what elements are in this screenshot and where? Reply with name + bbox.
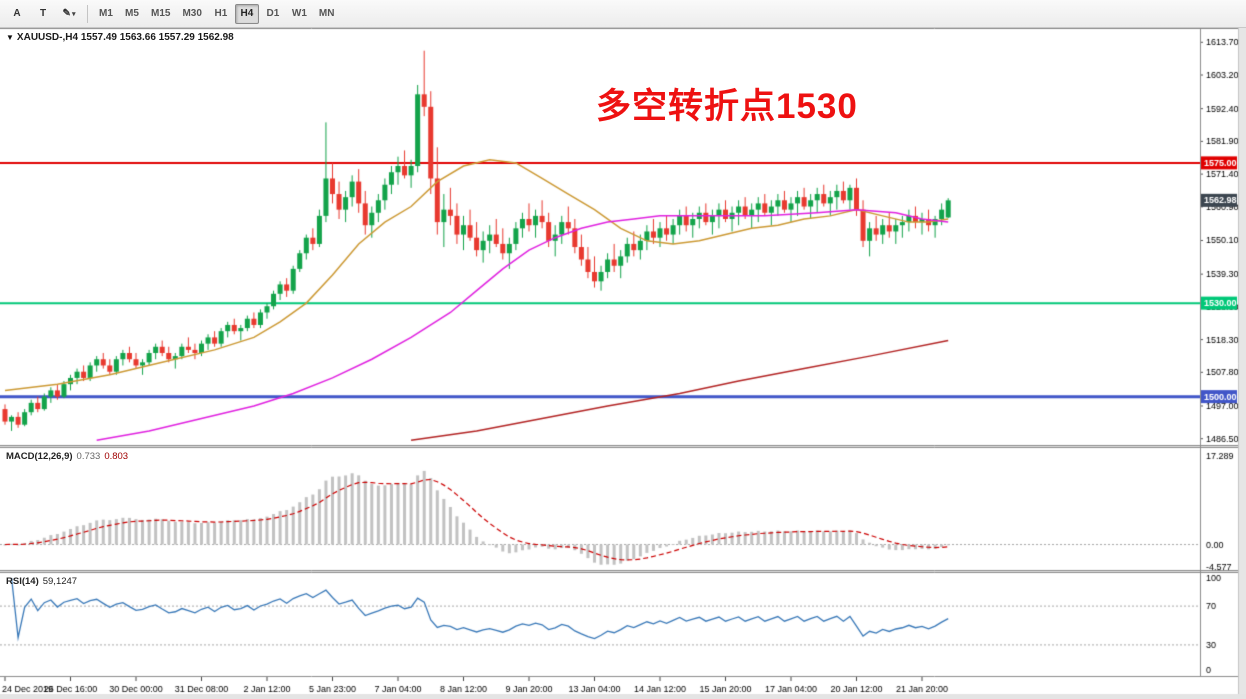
timeframe-d1-button[interactable]: D1 (261, 4, 285, 24)
chart-canvas[interactable] (0, 28, 1246, 699)
timeframe-m30-button[interactable]: M30 (177, 4, 206, 24)
timeframe-m1-button[interactable]: M1 (94, 4, 118, 24)
pencil-icon: ✎ (62, 7, 71, 19)
text-tool-button[interactable]: T (31, 4, 55, 24)
timeframe-w1-button[interactable]: W1 (287, 4, 312, 24)
toolbar-separator (87, 4, 88, 23)
timeframe-m15-button[interactable]: M15 (146, 4, 175, 24)
toolbar: A T ✎▾ M1 M5 M15 M30 H1 H4 D1 W1 MN (0, 0, 1246, 28)
timeframe-m5-button[interactable]: M5 (120, 4, 144, 24)
annotation-tool-button[interactable]: A (5, 4, 29, 24)
draw-tool-button[interactable]: ✎▾ (57, 4, 81, 24)
timeframe-h1-button[interactable]: H1 (209, 4, 233, 24)
chevron-down-icon: ▾ (71, 10, 76, 18)
timeframe-mn-button[interactable]: MN (314, 4, 340, 24)
timeframe-h4-button[interactable]: H4 (234, 3, 259, 24)
